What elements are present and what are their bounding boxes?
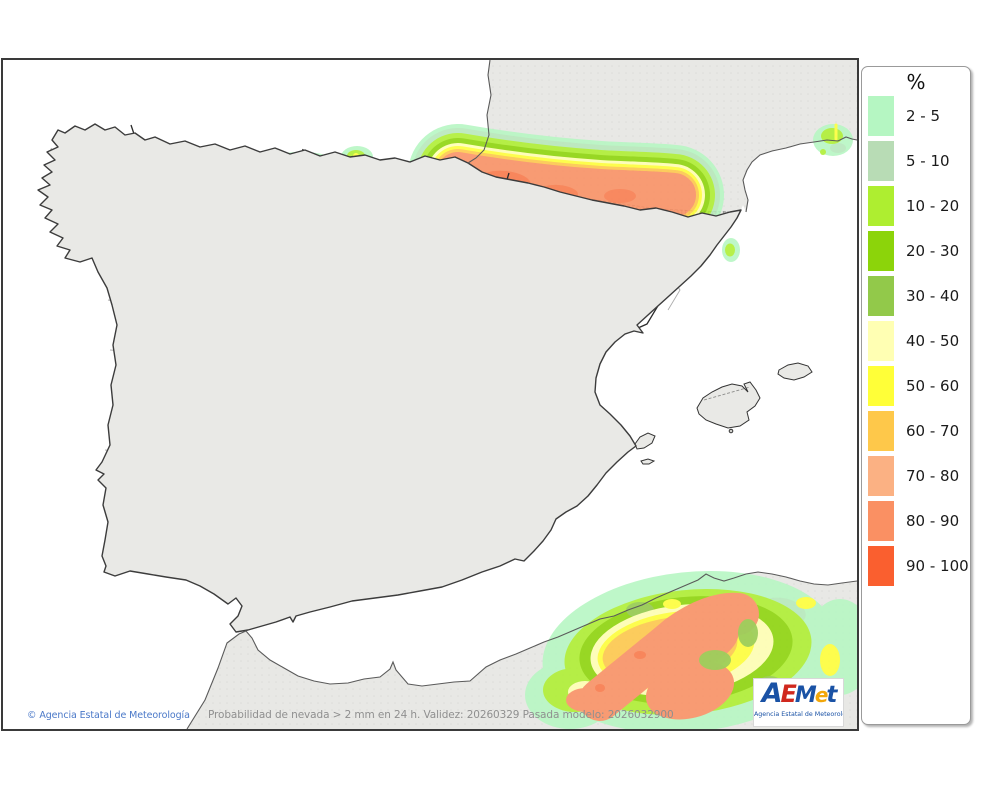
logo-letter: A <box>761 678 783 709</box>
legend-swatch <box>868 96 894 136</box>
africa-blob <box>525 570 857 729</box>
legend-label: 30 - 40 <box>906 287 960 305</box>
legend-swatch <box>868 321 894 361</box>
copyright-text: © Agencia Estatal de Meteorología <box>27 710 190 721</box>
legend-row: 50 - 60 <box>868 366 970 406</box>
legend-label: 70 - 80 <box>906 467 960 485</box>
france-coastline <box>742 136 857 213</box>
legend-label: 2 - 5 <box>906 107 941 125</box>
formentera-island <box>640 458 656 465</box>
legend-swatch <box>868 276 894 316</box>
legend-swatch <box>868 501 894 541</box>
legend-row: 20 - 30 <box>868 231 970 271</box>
map-info-text: Probabilidad de nevada > 2 mm en 24 h. V… <box>208 709 674 721</box>
legend-swatch <box>868 186 894 226</box>
legend-label: 80 - 90 <box>906 512 960 530</box>
legend-title: % <box>906 70 926 94</box>
logo-letter: e <box>814 683 829 707</box>
legend-label: 90 - 100 <box>906 557 969 575</box>
aemet-logo-word: AEMet <box>754 679 843 709</box>
legend-swatch <box>868 366 894 406</box>
aemet-logo: AEMet Agencia Estatal de Meteorología <box>753 678 844 727</box>
legend-label: 50 - 60 <box>906 377 960 395</box>
legend-row: 40 - 50 <box>868 321 970 361</box>
menorca-island <box>777 362 813 381</box>
legend-row: 30 - 40 <box>868 276 970 316</box>
legend-row: 2 - 5 <box>868 96 970 136</box>
legend-swatch <box>868 231 894 271</box>
ibiza-island <box>634 432 656 450</box>
balearic-islands <box>634 362 813 465</box>
legend-swatch <box>868 546 894 586</box>
aemet-logo-subtitle: Agencia Estatal de Meteorología <box>754 711 843 718</box>
logo-letter: M <box>794 683 817 708</box>
legend-swatch <box>868 456 894 496</box>
legend-row: 10 - 20 <box>868 186 970 226</box>
cabrera-island <box>728 428 734 434</box>
legend-row: 60 - 70 <box>868 411 970 451</box>
iberia-weather-map <box>3 60 857 729</box>
france-atlantic-coastline <box>467 60 492 164</box>
legend-label: 60 - 70 <box>906 422 960 440</box>
legend-panel: % 2 - 5 5 - 10 10 - 20 20 - 30 30 - 40 4… <box>861 66 971 725</box>
legend-swatch <box>868 141 894 181</box>
logo-letter: t <box>826 682 837 708</box>
legend-row: 70 - 80 <box>868 456 970 496</box>
legend-row: 90 - 100 <box>868 546 970 586</box>
legend-label: 5 - 10 <box>906 152 950 170</box>
africa-coastline <box>186 571 857 729</box>
legend-row: 5 - 10 <box>868 141 970 181</box>
logo-letter: E <box>780 680 797 708</box>
legend-label: 40 - 50 <box>906 332 960 350</box>
legend-swatch <box>868 411 894 451</box>
legend-label: 10 - 20 <box>906 197 960 215</box>
mallorca-island <box>696 381 761 429</box>
legend-label: 20 - 30 <box>906 242 960 260</box>
legend-row: 80 - 90 <box>868 501 970 541</box>
